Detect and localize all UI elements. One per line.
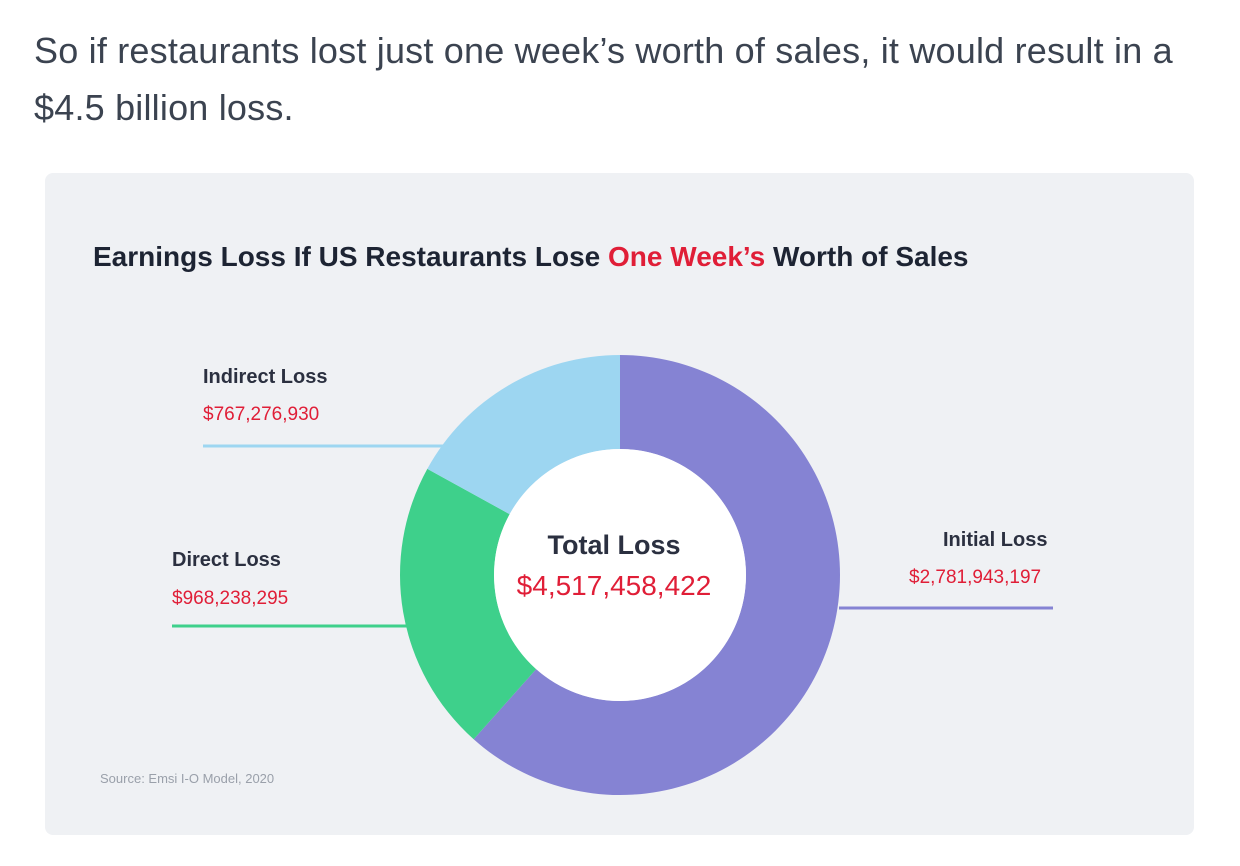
chart-title-after: Worth of Sales bbox=[765, 241, 969, 272]
initial-loss-label: Initial Loss bbox=[943, 529, 1048, 551]
initial-loss-slice bbox=[473, 355, 840, 795]
direct-loss-slice bbox=[399, 468, 537, 740]
donut-chart bbox=[172, 355, 1053, 795]
chart-title-highlight: One Week’s bbox=[608, 241, 766, 272]
indirect-loss-value: $767,276,930 bbox=[203, 404, 320, 425]
direct-loss-value: $968,238,295 bbox=[172, 588, 289, 609]
indirect-loss-slice bbox=[427, 355, 620, 515]
direct-loss-label: Direct Loss bbox=[172, 549, 281, 571]
chart-title-before: Earnings Loss If US Restaurants Lose bbox=[93, 241, 609, 272]
source-note: Source: Emsi I-O Model, 2020 bbox=[100, 771, 275, 786]
initial-loss-value: $2,781,943,197 bbox=[909, 567, 1042, 588]
total-loss-value: $4,517,458,422 bbox=[516, 570, 712, 601]
total-loss-label: Total Loss bbox=[547, 530, 681, 560]
donut-hole bbox=[494, 449, 746, 701]
chart-title: Earnings Loss If US Restaurants Lose One… bbox=[93, 241, 969, 273]
indirect-loss-label: Indirect Loss bbox=[203, 366, 328, 388]
intro-text: So if restaurants lost just one week’s w… bbox=[34, 30, 1173, 128]
chart-card: Earnings Loss If US Restaurants Lose One… bbox=[45, 173, 1194, 835]
